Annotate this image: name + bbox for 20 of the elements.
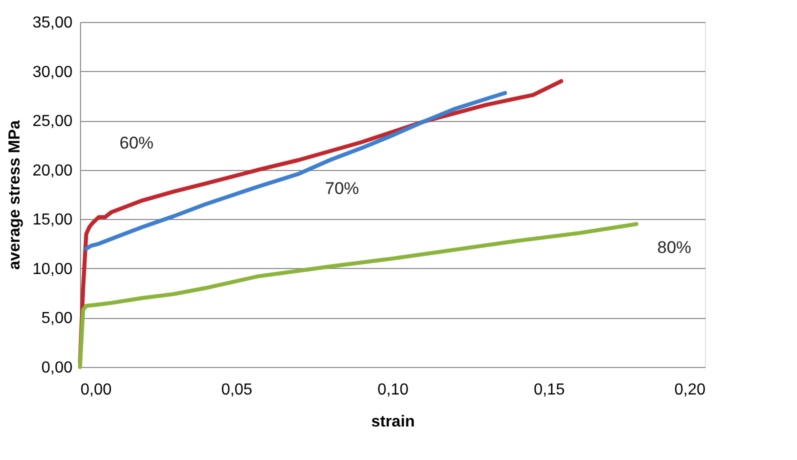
series-label: 70% <box>324 179 360 198</box>
y-tick-label: 20,00 <box>32 162 73 180</box>
x-tick-label: 0,00 <box>80 382 112 398</box>
x-tick-label: 0,20 <box>674 382 706 398</box>
x-tick-label: 0,05 <box>221 382 252 398</box>
y-tick-label: 30,00 <box>32 64 73 81</box>
text: 60% <box>119 133 154 152</box>
y-axis-title: average stress MPa <box>6 120 24 270</box>
y-tick-label: 0,00 <box>41 360 73 376</box>
y-tick-label: 15,00 <box>32 212 73 229</box>
y-tick-label: 10,00 <box>32 260 73 278</box>
x-tick-label: 0,15 <box>534 382 565 398</box>
line-series <box>84 90 507 251</box>
y-tick-label: 35,00 <box>32 14 73 32</box>
line-series <box>78 222 638 369</box>
y-tick-label: 25,00 <box>32 113 73 130</box>
x-tick-label: 0,10 <box>377 382 409 398</box>
series-label: 80% <box>657 238 692 258</box>
y-tick-label: 5,00 <box>41 310 73 328</box>
x-axis-title: strain <box>371 414 415 430</box>
